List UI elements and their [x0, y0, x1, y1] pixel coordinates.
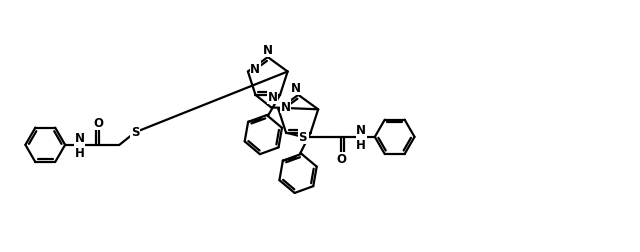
Text: O: O	[93, 117, 104, 130]
Text: N: N	[291, 82, 301, 95]
Text: N: N	[298, 129, 308, 142]
Text: N
H: N H	[75, 131, 84, 159]
Text: N: N	[281, 100, 291, 113]
Text: S: S	[298, 131, 307, 144]
Text: N: N	[268, 91, 278, 104]
Text: S: S	[131, 125, 140, 138]
Text: N
H: N H	[356, 123, 366, 151]
Text: N: N	[263, 44, 273, 57]
Text: N: N	[250, 63, 260, 76]
Text: O: O	[337, 153, 346, 166]
